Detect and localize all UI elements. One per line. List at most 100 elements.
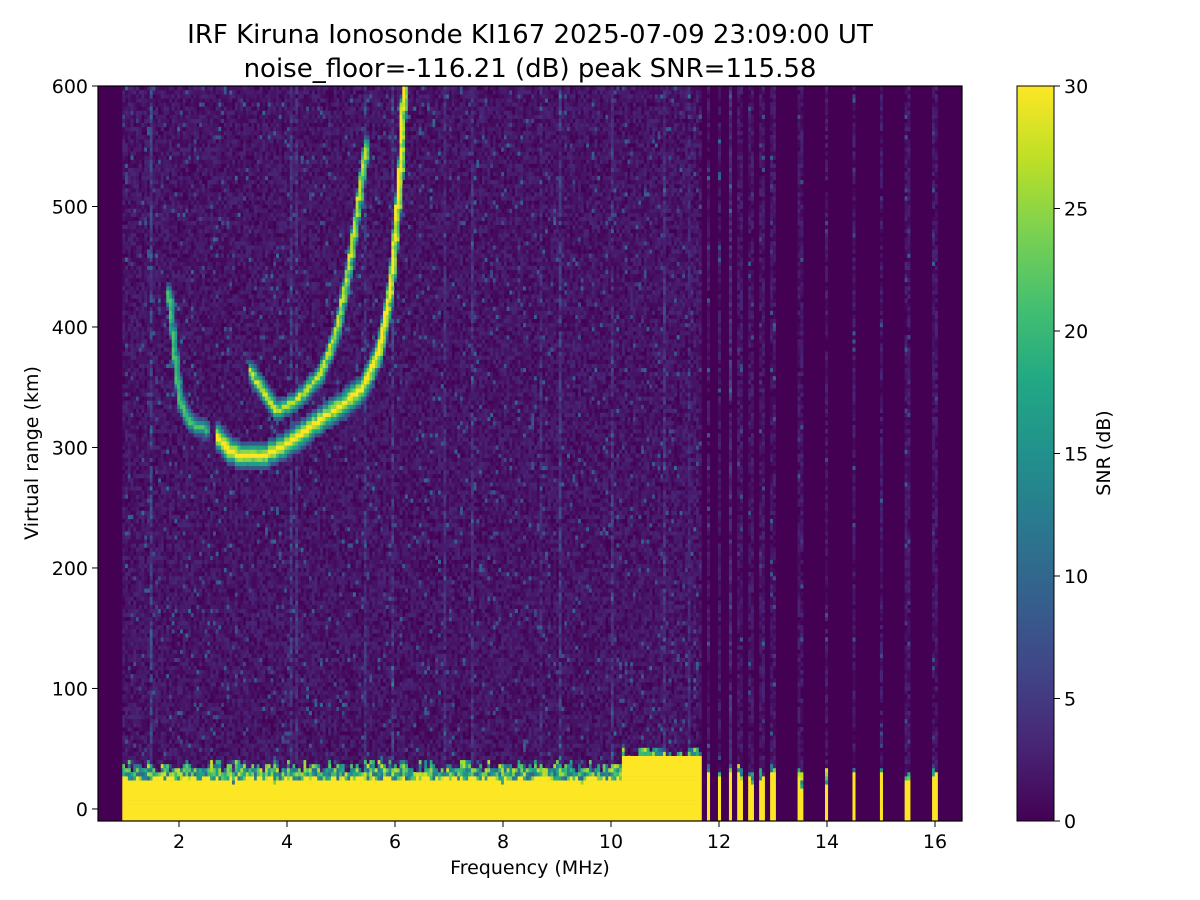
heatmap-cell: [372, 739, 375, 743]
heatmap-cell: [498, 756, 501, 760]
heatmap-cell: [468, 682, 474, 686]
heatmap-cell: [699, 694, 702, 698]
heatmap-cell: [523, 670, 532, 674]
heatmap-cell: [221, 756, 224, 760]
heatmap-cell: [605, 731, 611, 735]
heatmap-cell: [405, 678, 408, 682]
heatmap-cell: [227, 760, 230, 764]
heatmap-cell: [158, 735, 161, 739]
heatmap-cell: [443, 735, 446, 739]
heatmap-cell: [567, 743, 570, 747]
heatmap-cell: [389, 760, 392, 764]
heatmap-cell: [424, 711, 427, 715]
heatmap-cell: [474, 760, 477, 764]
heatmap-cell: [435, 772, 438, 776]
heatmap-cell: [378, 731, 381, 735]
heatmap-cell: [408, 723, 411, 727]
heatmap-cell: [136, 752, 139, 756]
heatmap-cell: [292, 756, 295, 760]
heatmap-cell: [397, 756, 403, 760]
heatmap-cell: [205, 707, 208, 711]
heatmap-cell: [155, 694, 158, 698]
heatmap-cell: [191, 670, 194, 674]
heatmap-cell: [389, 743, 392, 747]
heatmap-cell: [825, 699, 828, 703]
heatmap-cell: [177, 723, 180, 727]
heatmap-cell: [194, 748, 197, 752]
heatmap-cell: [452, 735, 455, 739]
heatmap-cell: [452, 768, 455, 772]
heatmap-cell: [798, 801, 804, 805]
heatmap-cell: [424, 731, 427, 735]
heatmap-cell: [235, 764, 238, 768]
heatmap-cell: [446, 694, 452, 698]
heatmap-cell: [238, 772, 241, 776]
heatmap-cell: [454, 768, 457, 772]
heatmap-cell: [147, 772, 150, 776]
heatmap-cell: [240, 731, 243, 735]
heatmap-cell: [476, 711, 479, 715]
heatmap-cell: [372, 699, 375, 703]
heatmap-cell: [194, 715, 197, 719]
heatmap-cell: [638, 711, 641, 715]
heatmap-cell: [693, 711, 699, 715]
heatmap-cell: [520, 682, 523, 686]
heatmap-cell: [254, 727, 257, 731]
heatmap-cell: [161, 748, 164, 752]
heatmap-cell: [301, 727, 304, 731]
heatmap-cell: [405, 694, 408, 698]
heatmap-cell: [693, 690, 696, 694]
heatmap-cell: [194, 703, 197, 707]
heatmap-cell: [125, 694, 128, 698]
heatmap-cell: [290, 748, 293, 752]
heatmap-cell: [518, 760, 521, 764]
heatmap-cell: [737, 752, 743, 756]
heatmap-cell: [372, 674, 381, 678]
heatmap-cell: [194, 670, 197, 674]
heatmap-cell: [559, 674, 562, 678]
heatmap-cell: [389, 731, 392, 735]
heatmap-cell: [122, 707, 125, 711]
heatmap-cell: [693, 752, 696, 756]
heatmap-cell: [391, 743, 394, 747]
heatmap-cell: [825, 748, 828, 752]
heatmap-cell: [290, 715, 293, 719]
heatmap-cell: [430, 690, 433, 694]
heatmap-cell: [671, 699, 685, 703]
heatmap-cell: [636, 694, 642, 698]
heatmap-cell: [221, 690, 224, 694]
heatmap-cell: [633, 743, 636, 747]
heatmap-cell: [465, 748, 474, 752]
heatmap-cell: [153, 670, 156, 674]
heatmap-cell: [627, 711, 630, 715]
heatmap-cell: [677, 682, 680, 686]
heatmap-cell: [905, 674, 908, 678]
heatmap-cell: [583, 760, 586, 764]
heatmap-cell: [471, 739, 474, 743]
heatmap-cell: [144, 670, 150, 674]
heatmap-cell: [367, 748, 373, 752]
heatmap-cell: [218, 748, 221, 752]
heatmap-cell: [603, 768, 606, 772]
heatmap-cell: [699, 703, 702, 707]
heatmap-cell: [614, 756, 617, 760]
heatmap-cell: [496, 731, 499, 735]
heatmap-cell: [512, 764, 515, 768]
heatmap-cell: [718, 813, 721, 817]
heatmap-cell: [762, 699, 765, 703]
heatmap-cell: [463, 674, 469, 678]
heatmap-cell: [279, 752, 282, 756]
heatmap-cell: [463, 776, 466, 780]
heatmap-cell: [627, 694, 630, 698]
heatmap-cell: [243, 707, 249, 711]
heatmap-cell: [416, 670, 422, 674]
heatmap-cell: [468, 768, 471, 772]
heatmap-cell: [183, 748, 186, 752]
heatmap-cell: [290, 674, 293, 678]
heatmap-cell: [570, 739, 579, 743]
heatmap-cell: [729, 768, 732, 772]
heatmap-cell: [438, 666, 441, 670]
heatmap-cell: [180, 723, 183, 727]
heatmap-cell: [210, 674, 213, 678]
heatmap-cell: [699, 739, 702, 743]
